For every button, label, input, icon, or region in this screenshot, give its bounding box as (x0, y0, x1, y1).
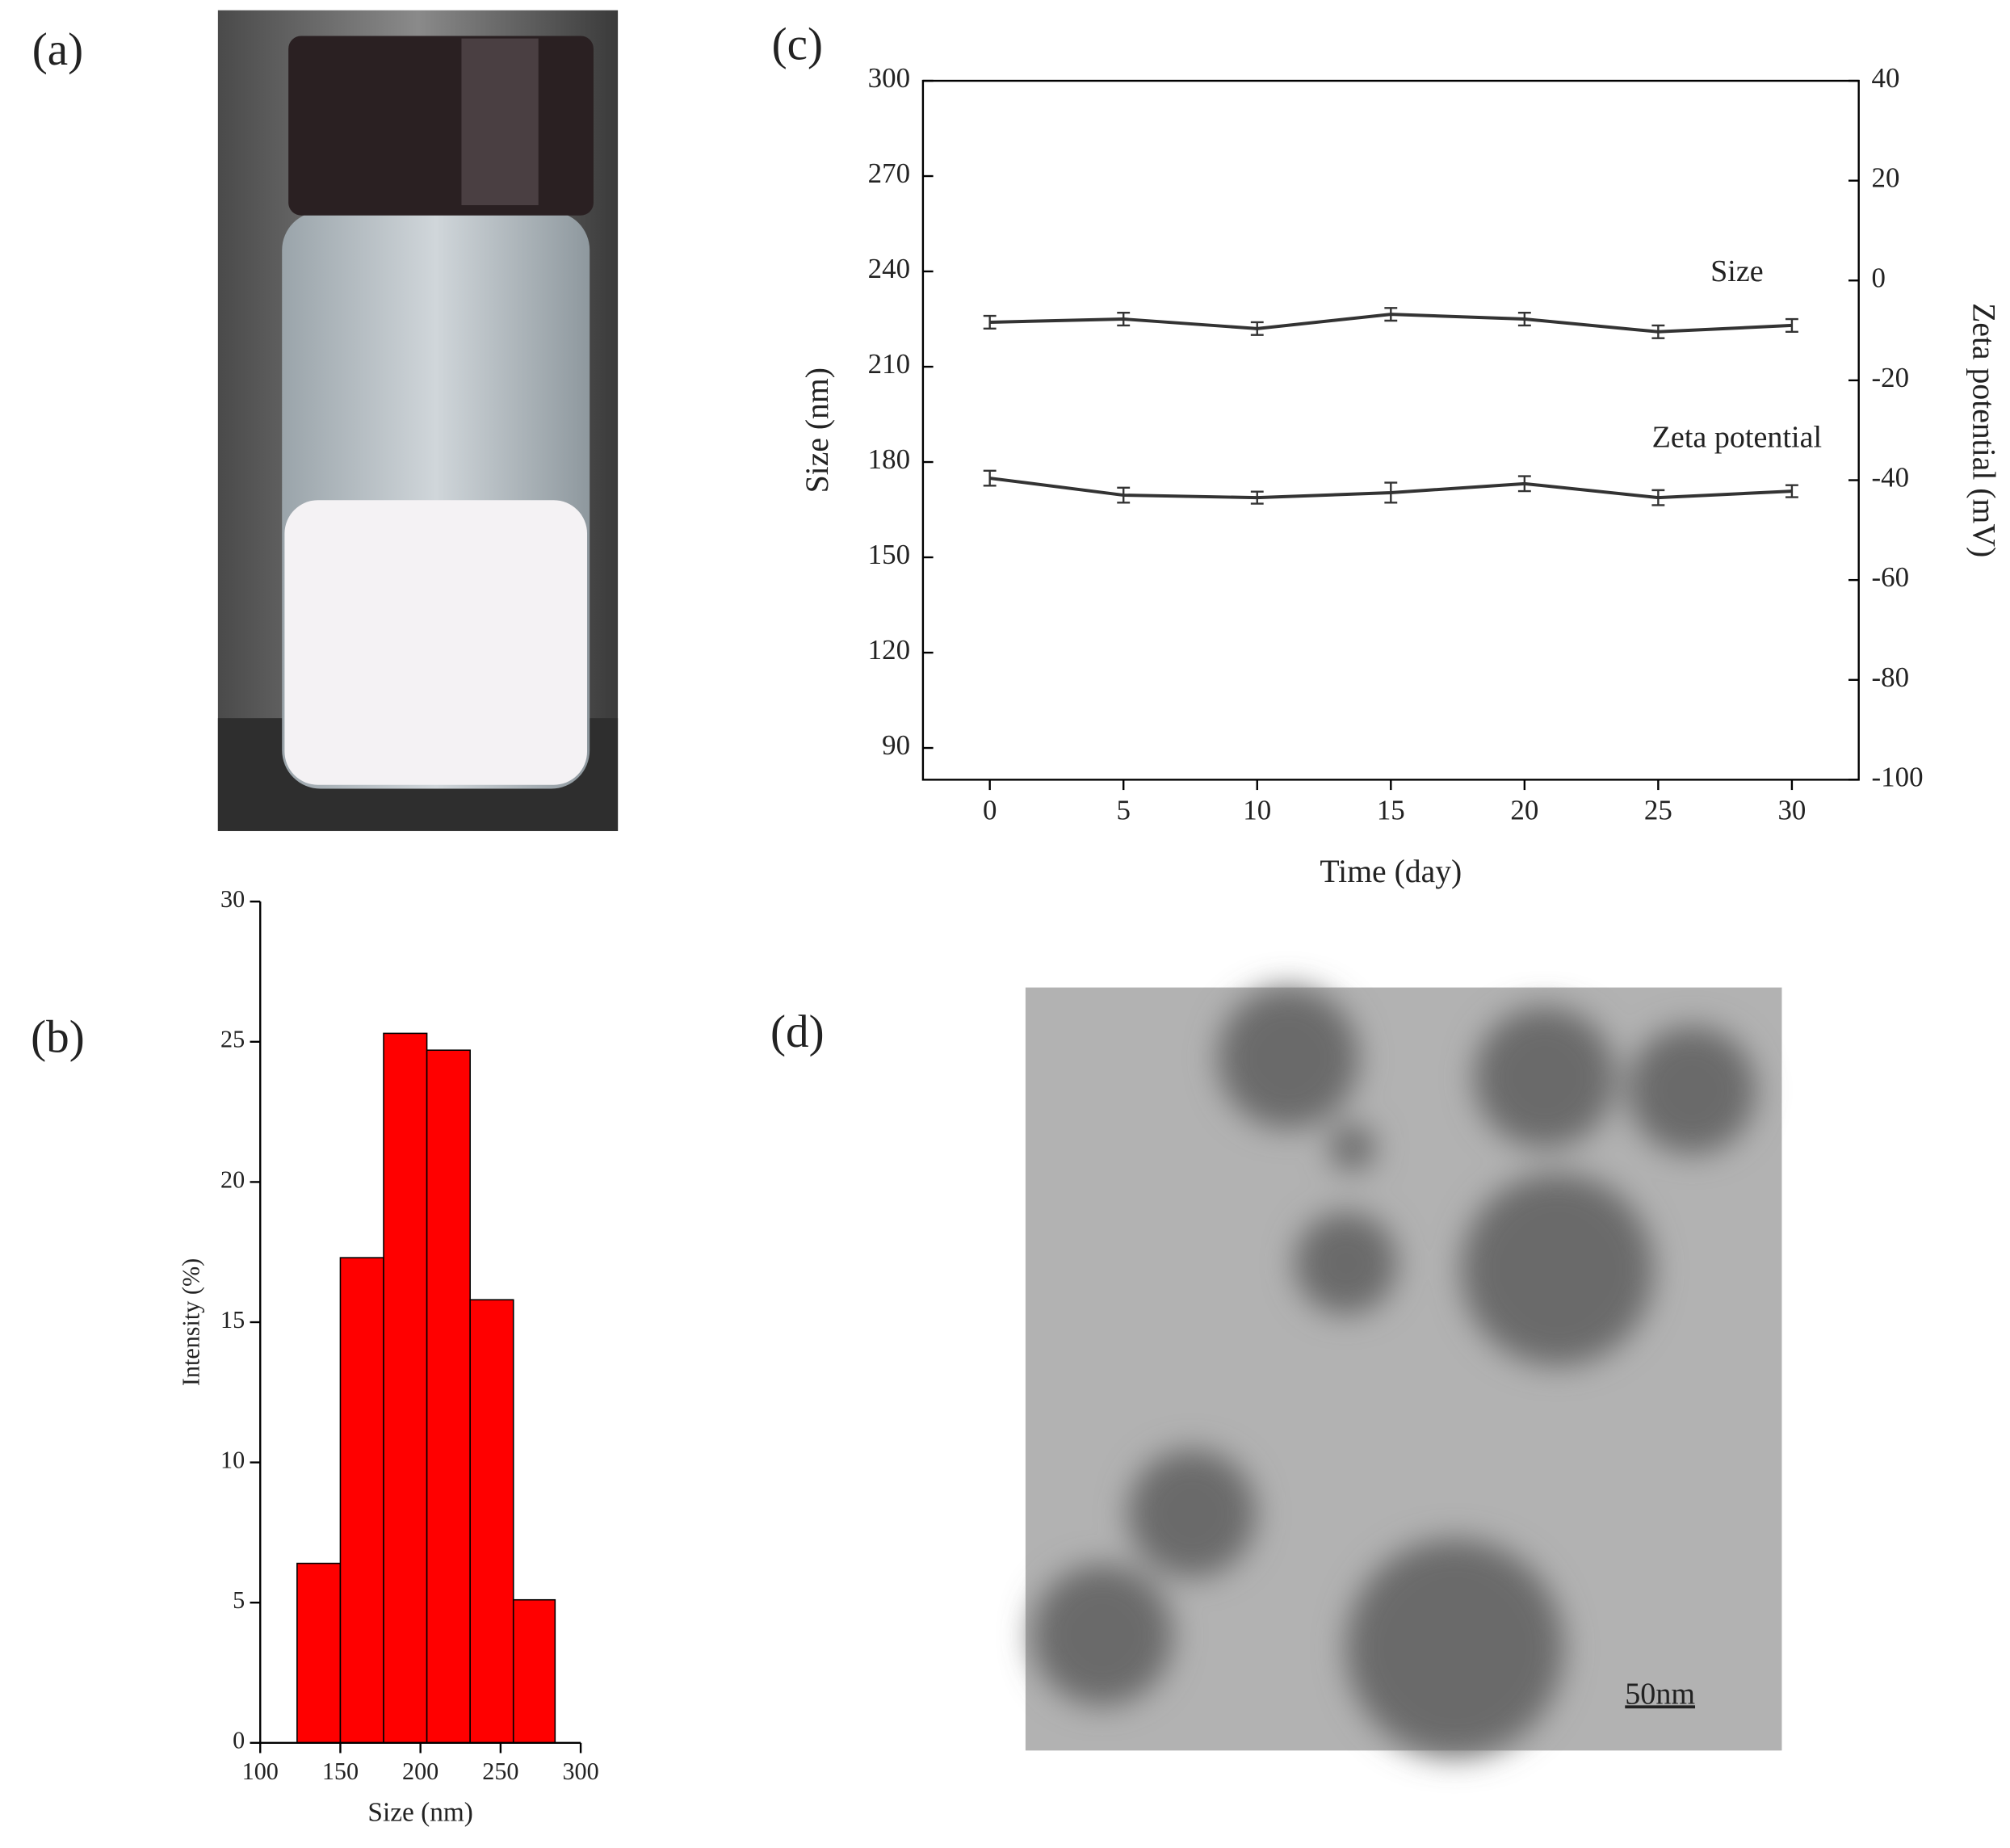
y-tick-label: 30 (220, 885, 245, 913)
tem-image (1025, 987, 1782, 1758)
y-tick-label: 25 (220, 1026, 245, 1053)
x-axis-label: Time (day) (1320, 854, 1462, 889)
x-tick-label: 250 (482, 1758, 518, 1785)
x-tick-label: 0 (983, 795, 997, 826)
x-tick-label: 200 (402, 1758, 439, 1785)
x-tick-label: 30 (1777, 795, 1806, 826)
bar (339, 1257, 384, 1744)
x-tick-label: 100 (242, 1758, 279, 1785)
y-axis-label: Size (nm) (799, 368, 835, 493)
bar (426, 1049, 471, 1744)
y2-tick-label: -20 (1872, 362, 1910, 393)
bar (469, 1299, 514, 1744)
x-tick-label: 300 (562, 1758, 598, 1785)
x-axis-label: Size (nm) (367, 1797, 472, 1827)
x-tick-label: 15 (1377, 795, 1405, 826)
bar (383, 1032, 428, 1744)
series-label: Size (1710, 254, 1764, 288)
y-axis-label: Intensity (%) (178, 1258, 205, 1386)
y-tick-label: 120 (868, 634, 910, 666)
x-tick-label: 10 (1243, 795, 1271, 826)
x-tick-label: 20 (1510, 795, 1538, 826)
panel-label: (b) (31, 1011, 85, 1062)
y2-axis-label: Zeta potential (mV) (1966, 303, 2001, 557)
y2-tick-label: 40 (1872, 62, 1900, 94)
y-tick-label: 210 (868, 348, 910, 380)
panel-label: (d) (770, 1006, 825, 1057)
y2-tick-label: -40 (1872, 462, 1910, 494)
y2-tick-label: 20 (1872, 162, 1900, 194)
panel-label: (a) (32, 24, 83, 75)
x-tick-label: 25 (1644, 795, 1672, 826)
scale-bar-label: 50nm (1625, 1677, 1695, 1711)
y-tick-label: 240 (868, 253, 910, 284)
y-tick-label: 270 (868, 158, 910, 189)
y-tick-label: 180 (868, 443, 910, 475)
y-tick-label: 5 (233, 1586, 245, 1614)
y2-tick-label: -100 (1872, 761, 1924, 792)
photo-vial (217, 10, 619, 831)
bar (512, 1598, 556, 1744)
panel-label: (c) (772, 19, 823, 69)
y-tick-label: 15 (220, 1306, 245, 1334)
y-tick-label: 150 (868, 539, 910, 570)
y-tick-label: 300 (868, 62, 910, 94)
y-tick-label: 90 (882, 729, 910, 761)
x-tick-label: 5 (1116, 795, 1130, 826)
y-tick-label: 0 (233, 1727, 245, 1754)
bar (296, 1562, 342, 1744)
y2-tick-label: -60 (1872, 561, 1910, 593)
series-label: Zeta potential (1652, 420, 1822, 454)
x-tick-label: 150 (322, 1758, 359, 1785)
y2-tick-label: 0 (1872, 262, 1886, 293)
y-tick-label: 10 (220, 1447, 245, 1474)
y2-tick-label: -80 (1872, 662, 1910, 693)
y-tick-label: 20 (220, 1166, 245, 1193)
